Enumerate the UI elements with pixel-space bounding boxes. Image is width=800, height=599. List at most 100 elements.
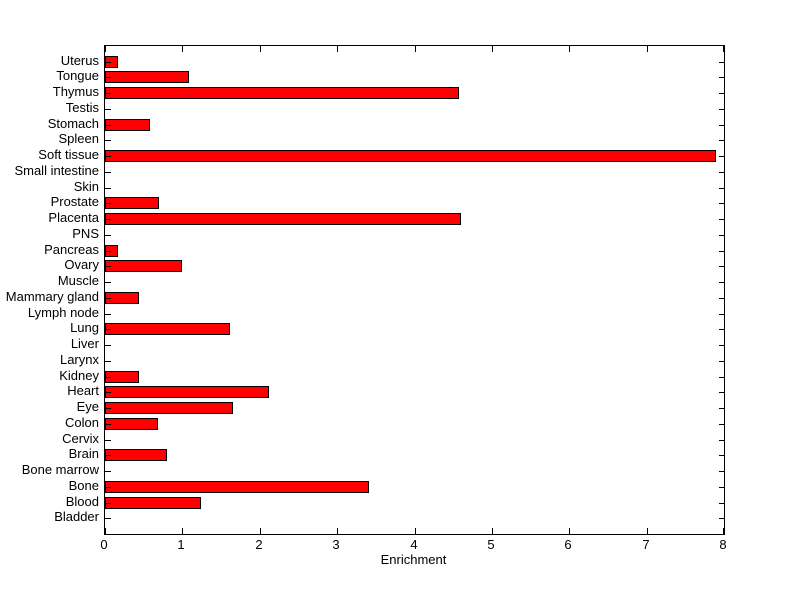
y-axis-tick [105, 125, 111, 126]
y-axis-tick [105, 298, 111, 299]
bar [105, 402, 233, 414]
bar [105, 87, 459, 99]
bar [105, 260, 182, 272]
x-axis-tick-label: 1 [177, 537, 185, 552]
y-axis-tick [719, 392, 725, 393]
x-axis-tick [337, 528, 338, 534]
y-axis-tick [719, 62, 725, 63]
plot-area [104, 45, 725, 535]
y-axis-tick [105, 251, 111, 252]
y-axis-tick [719, 361, 725, 362]
y-axis-tick [105, 503, 111, 504]
x-axis-title: Enrichment [380, 552, 447, 567]
y-axis-tick [719, 156, 725, 157]
y-axis-tick [719, 266, 725, 267]
y-axis-label: Small intestine [14, 162, 99, 178]
bar [105, 323, 230, 335]
x-axis-tick [182, 528, 183, 534]
y-axis-tick [105, 424, 111, 425]
y-axis-tick [105, 219, 111, 220]
y-axis-tick [719, 251, 725, 252]
y-axis-tick [719, 440, 725, 441]
y-axis-tick [719, 282, 725, 283]
y-axis-tick [105, 314, 111, 315]
x-axis-tick-label: 6 [564, 537, 572, 552]
y-axis-label: Thymus [52, 84, 99, 100]
y-axis-label: Spleen [58, 131, 99, 147]
y-axis-label: Placenta [48, 210, 99, 226]
y-axis-tick [719, 329, 725, 330]
y-axis-label: Bladder [54, 509, 99, 525]
y-axis-tick [719, 140, 725, 141]
y-axis-label: Tongue [56, 68, 99, 84]
y-axis-tick [105, 392, 111, 393]
bar [105, 449, 167, 461]
y-axis-label: Bone marrow [21, 462, 99, 478]
y-axis-label: Lymph node [27, 304, 99, 320]
x-axis-tick-label: 5 [487, 537, 495, 552]
x-axis-tick-label: 2 [255, 537, 263, 552]
y-axis-tick [719, 298, 725, 299]
y-axis-label: Uterus [60, 52, 99, 68]
x-axis-tick-label: 7 [642, 537, 650, 552]
y-axis-tick [105, 140, 111, 141]
y-axis-tick [105, 203, 111, 204]
x-axis-tick [569, 46, 570, 52]
y-axis-tick [105, 471, 111, 472]
bar [105, 386, 269, 398]
y-axis-label: Mammary gland [5, 288, 99, 304]
x-axis-tick-label: 4 [410, 537, 418, 552]
y-axis-tick [719, 109, 725, 110]
y-axis-tick [105, 487, 111, 488]
y-axis-tick [719, 345, 725, 346]
y-axis-label: Skin [73, 178, 99, 194]
y-axis-tick [105, 93, 111, 94]
x-axis-tick [337, 46, 338, 52]
x-axis-tick [647, 528, 648, 534]
y-axis-label: PNS [72, 225, 99, 241]
bar [105, 213, 461, 225]
y-axis-tick [105, 361, 111, 362]
x-axis-tick [260, 46, 261, 52]
bar [105, 481, 369, 493]
x-axis-tick [492, 46, 493, 52]
y-axis-tick [105, 440, 111, 441]
y-axis-label: Muscle [57, 273, 99, 289]
x-axis-tick-label: 8 [719, 537, 727, 552]
y-axis-tick [719, 125, 725, 126]
y-axis-tick [719, 455, 725, 456]
x-axis-tick [492, 528, 493, 534]
y-axis-label: Lung [70, 320, 99, 336]
y-axis-label: Blood [65, 493, 99, 509]
x-axis-tick [182, 46, 183, 52]
y-axis-label: Brain [68, 446, 99, 462]
y-axis-tick [719, 408, 725, 409]
y-axis-tick [719, 219, 725, 220]
y-axis-label: Kidney [59, 367, 99, 383]
y-axis-label: Ovary [64, 257, 99, 273]
x-axis-tick [569, 528, 570, 534]
y-axis-tick [719, 235, 725, 236]
y-axis-label: Testis [65, 99, 99, 115]
bar [105, 71, 189, 83]
y-axis-label: Pancreas [44, 241, 99, 257]
y-axis-tick [105, 77, 111, 78]
x-axis-tick [723, 528, 724, 534]
y-axis-tick [105, 282, 111, 283]
y-axis-label: Heart [67, 383, 99, 399]
x-axis-tick [105, 528, 106, 534]
bar [105, 418, 158, 430]
y-axis-tick [105, 377, 111, 378]
y-axis-tick [719, 377, 725, 378]
y-axis-tick [719, 172, 725, 173]
x-axis-tick [415, 46, 416, 52]
x-axis-tick-label: 0 [100, 537, 108, 552]
bar [105, 150, 716, 162]
y-axis-tick [719, 503, 725, 504]
y-axis-tick [105, 188, 111, 189]
y-axis-tick [105, 518, 111, 519]
y-axis-tick [105, 109, 111, 110]
x-axis-tick-label: 3 [332, 537, 340, 552]
y-axis-tick [719, 314, 725, 315]
